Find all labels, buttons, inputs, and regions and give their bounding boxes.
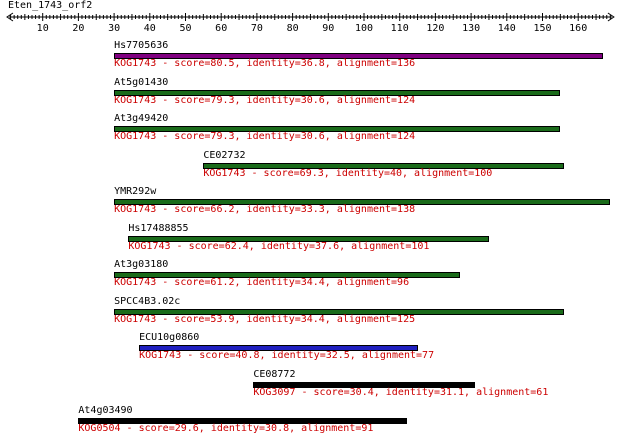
hit-alignment-bar[interactable] [114, 53, 604, 59]
ruler-tick-label: 30 [108, 23, 120, 34]
hit-description[interactable]: KOG1743 - score=61.2, identity=34.4, ali… [114, 277, 410, 288]
query-title: Eten_1743_orf2 [8, 0, 93, 11]
ruler-tick-label: 70 [251, 23, 263, 34]
ruler-tick-label: 150 [533, 23, 551, 34]
hit-alignment-bar[interactable] [114, 272, 461, 278]
ruler-tick-label: 10 [37, 23, 49, 34]
hit-name[interactable]: CE02732 [203, 149, 246, 161]
hit-description[interactable]: KOG1743 - score=66.2, identity=33.3, ali… [114, 204, 416, 215]
ruler-tick-label: 160 [569, 23, 587, 34]
sequence-ruler: 10 20 30 40 50 60 70 80 90 100 110 120 130 140 150 160 [6, 12, 615, 34]
hit-alignment-bar[interactable] [114, 126, 561, 132]
hit-description[interactable]: KOG0504 - score=29.6, identity=30.8, ali… [78, 423, 374, 434]
hit-name[interactable]: At4g03490 [78, 405, 133, 416]
ruler-tick-label: 110 [391, 23, 409, 34]
hit-alignment-bar[interactable] [139, 345, 418, 351]
hit-alignment-bar[interactable] [253, 381, 475, 388]
hit-alignment-bar[interactable] [114, 199, 611, 205]
hit-name[interactable]: CE08772 [253, 368, 296, 380]
ruler-tick-label: 60 [215, 23, 227, 34]
ruler-tick-label: 20 [72, 23, 84, 34]
ruler-left-arrow [6, 12, 14, 22]
ruler-tick-label: 120 [426, 23, 444, 34]
hit-alignment-bar[interactable] [78, 418, 407, 424]
hit-name[interactable]: SPCC4B3.02c [114, 295, 181, 307]
hit-alignment-bar[interactable] [203, 162, 564, 169]
hit-description[interactable]: KOG1743 - score=80.5, identity=36.8, ali… [114, 58, 416, 69]
hit-description[interactable]: KOG1743 - score=69.3, identity=40, align… [203, 167, 493, 179]
hit-description[interactable]: KOG1743 - score=79.3, identity=30.6, ali… [114, 131, 416, 142]
hit-alignment-bar[interactable] [114, 308, 564, 315]
hit-description[interactable]: KOG3097 - score=30.4, identity=31.1, ali… [253, 386, 549, 398]
hit-name[interactable]: At3g03180 [114, 259, 169, 270]
hit-name[interactable]: Hs7705636 [114, 40, 169, 51]
hit-name[interactable]: ECU10g0860 [139, 332, 200, 343]
ruler-tick-label: 130 [462, 23, 480, 34]
ruler-tick-label: 90 [322, 23, 334, 34]
ruler-right-arrow [607, 12, 615, 22]
hit-description[interactable]: KOG1743 - score=53.9, identity=34.4, ali… [114, 313, 416, 325]
hit-description[interactable]: KOG1743 - score=79.3, identity=30.6, ali… [114, 94, 416, 106]
hit-name[interactable]: Hs17488855 [128, 222, 189, 234]
hit-alignment-bar[interactable] [128, 235, 489, 242]
ruler-tick-label: 50 [179, 23, 191, 34]
hit-description[interactable]: KOG1743 - score=62.4, identity=37.6, ali… [128, 240, 430, 252]
hit-name[interactable]: At5g01430 [114, 76, 169, 88]
ruler-tick-label: 100 [355, 23, 373, 34]
hit-description[interactable]: KOG1743 - score=40.8, identity=32.5, ali… [139, 350, 435, 361]
hit-name[interactable]: At3g49420 [114, 113, 169, 124]
hit-alignment-bar[interactable] [114, 89, 561, 96]
ruler-tick-label: 80 [287, 23, 299, 34]
hit-name[interactable]: YMR292w [114, 186, 157, 197]
ruler-tick-label: 40 [144, 23, 156, 34]
ruler-tick-label: 140 [498, 23, 516, 34]
